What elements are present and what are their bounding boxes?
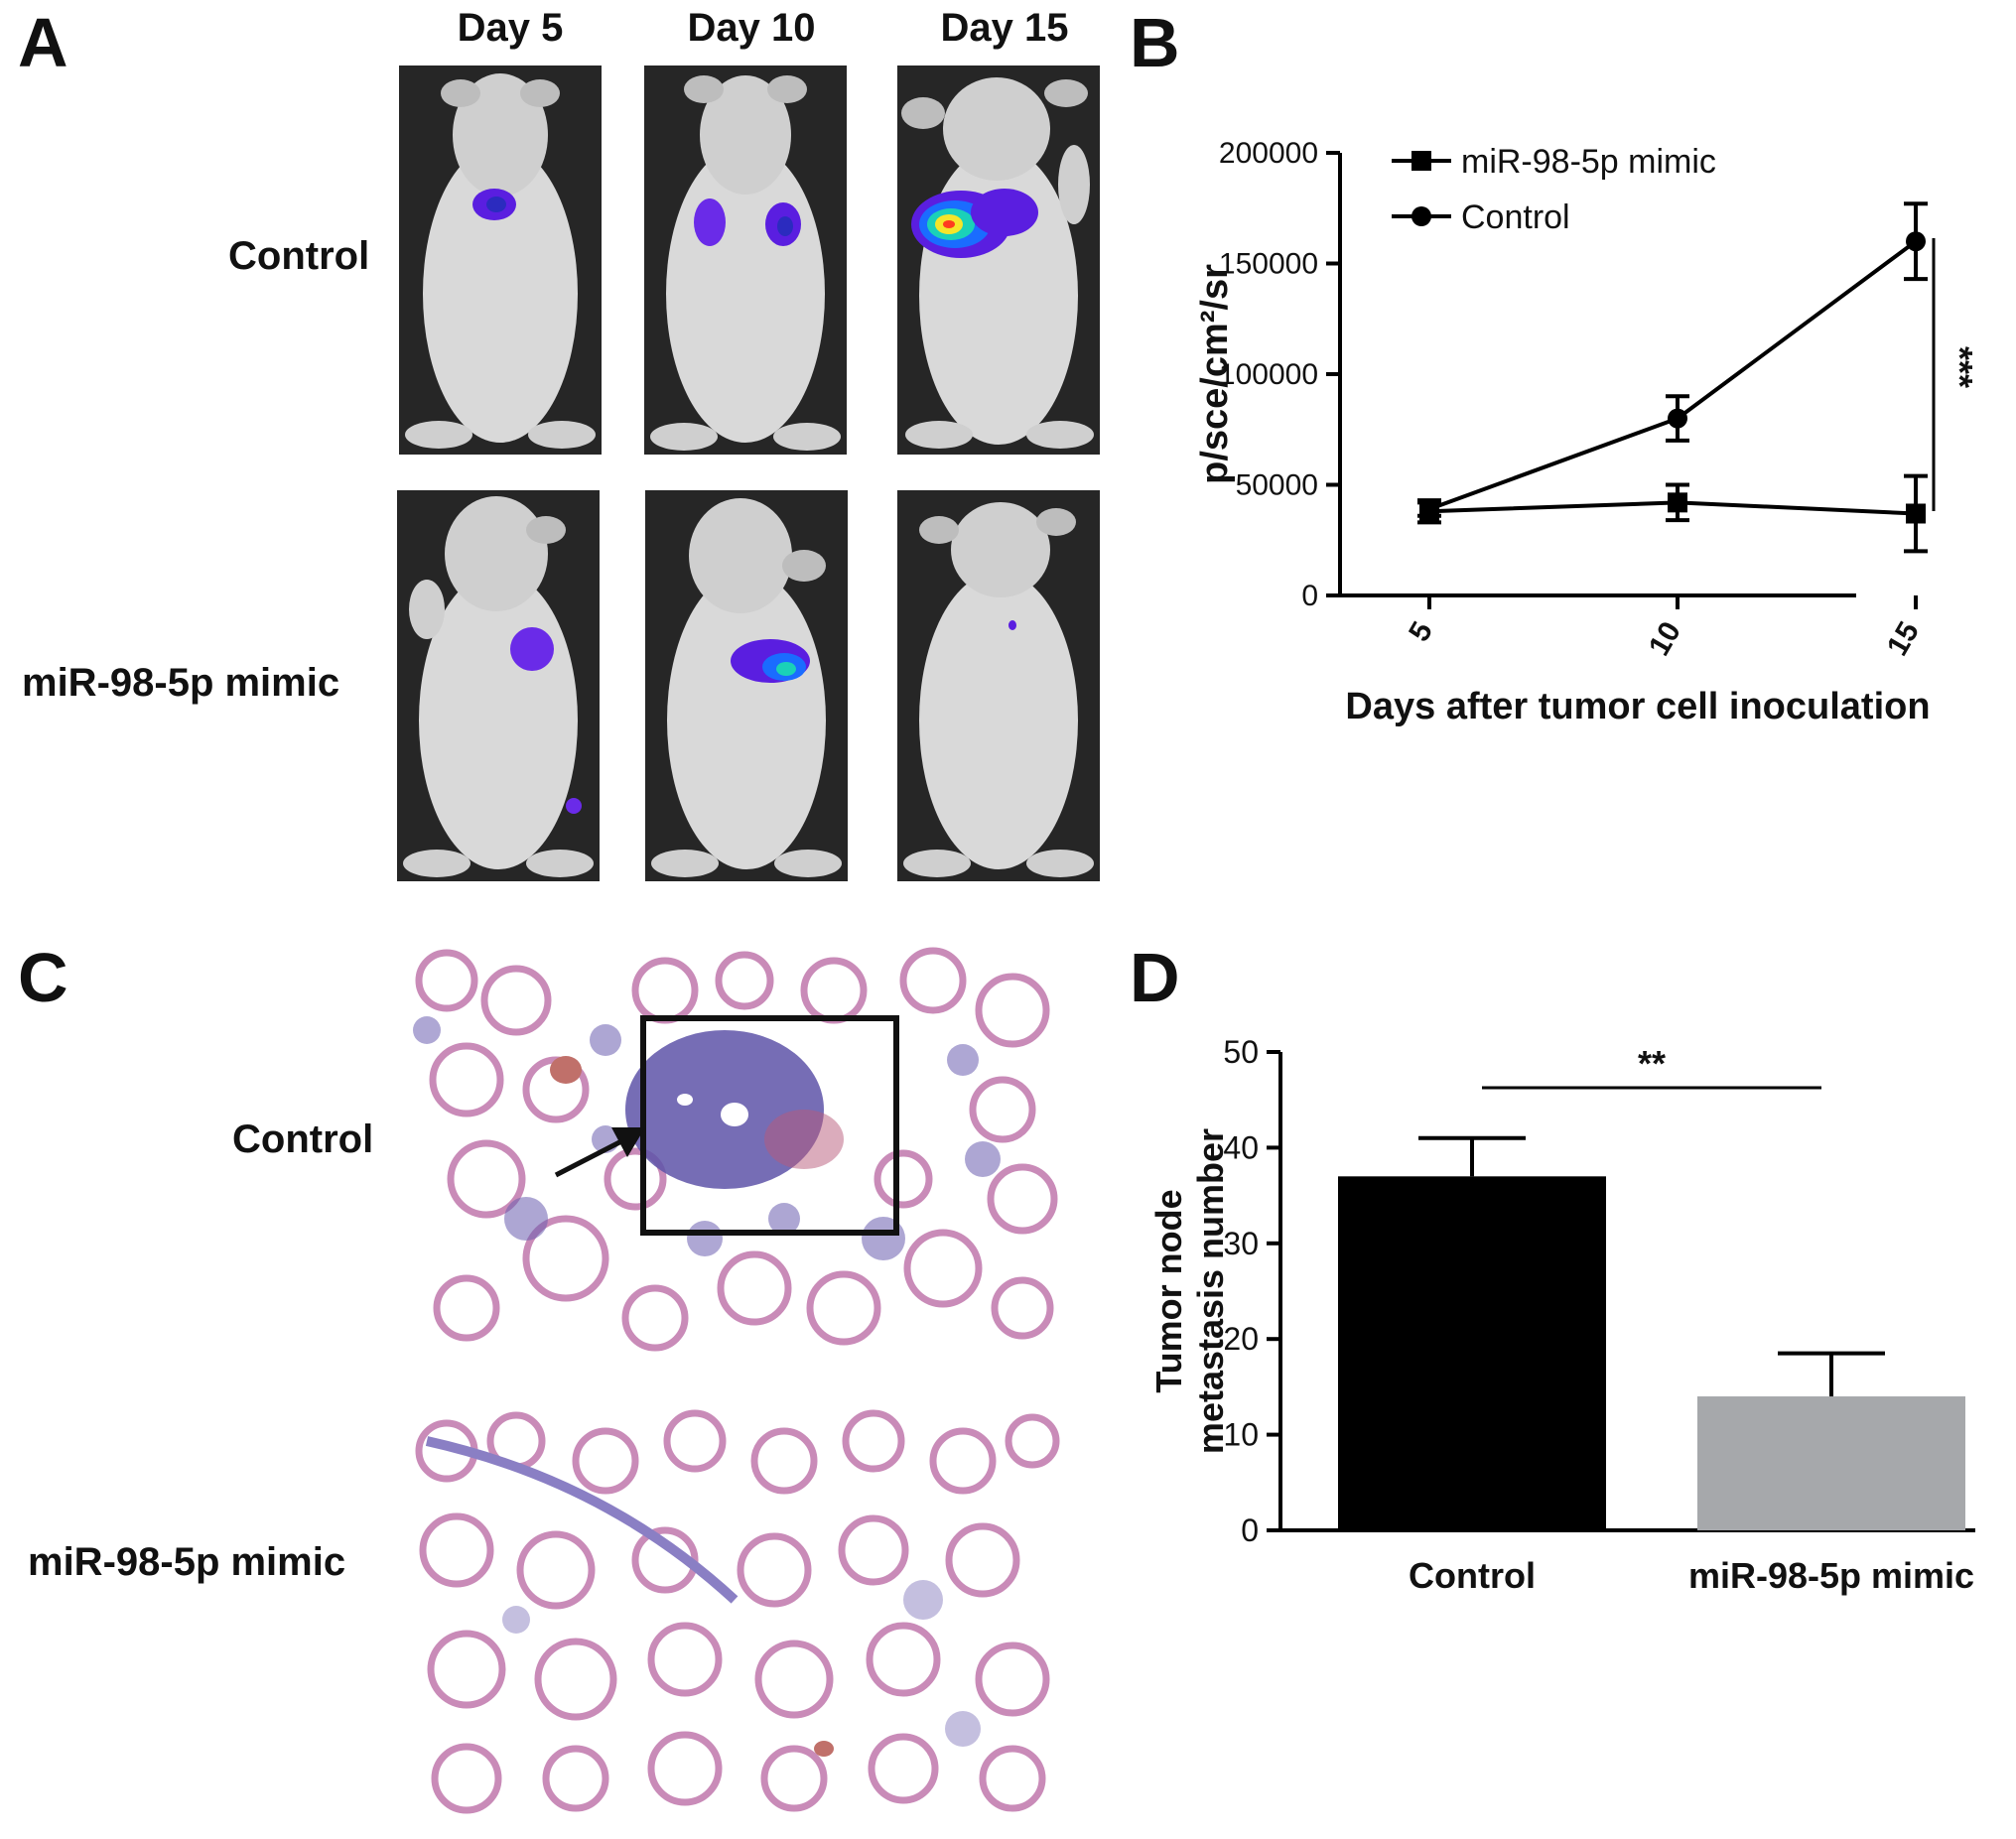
x-tick-label: 10 [1643, 616, 1687, 661]
data-point-square [1668, 492, 1687, 513]
y-axis-label: p/sce/cm²/sr [1194, 264, 1236, 484]
panel-c-letter: C [18, 939, 68, 1016]
row-label-mimic-a: miR-98-5p mimic [22, 661, 340, 705]
y-tick-label: 30 [1223, 1226, 1259, 1261]
panel-b-letter: B [1130, 4, 1180, 81]
x-tick-label: miR-98-5p mimic [1688, 1555, 1974, 1596]
legend-marker-square [1411, 151, 1431, 171]
bar-0 [1338, 1176, 1606, 1530]
y-tick-label: 50 [1223, 1034, 1259, 1070]
x-axis-label: Days after tumor cell inoculation [1345, 686, 1930, 727]
line-chart-bioluminescence: 0 50000 100000 150000 200000 5 10 15 Days after … [1194, 137, 1980, 727]
column-label-day-10: Day 10 [687, 6, 816, 50]
row-label-mimic-c: miR-98-5p mimic [28, 1540, 346, 1584]
y-tick-label: 150000 [1219, 248, 1318, 281]
data-point-circle [1419, 499, 1439, 520]
significance-label: ** [1638, 1043, 1666, 1084]
x-tick-label: 5 [1403, 616, 1439, 647]
row-label-control-c: Control [232, 1117, 374, 1161]
histology-image-mimic [407, 1401, 1072, 1822]
significance-label: *** [1940, 346, 1980, 388]
data-point-square [1906, 503, 1926, 524]
x-tick-label: Control [1409, 1555, 1536, 1596]
y-axis-label-line-2: metastasis number [1190, 1128, 1231, 1454]
legend-label: miR-98-5p mimic [1461, 143, 1716, 181]
legend-marker-circle [1411, 206, 1431, 226]
mouse-image-control-day10 [644, 66, 847, 455]
column-label-day-5: Day 5 [457, 6, 564, 50]
y-tick-label: 0 [1241, 1512, 1259, 1548]
y-tick-label: 200000 [1219, 137, 1318, 170]
y-tick-label: 10 [1223, 1417, 1259, 1453]
y-tick-label: 20 [1223, 1321, 1259, 1357]
y-tick-label: 100000 [1219, 358, 1318, 391]
mouse-image-mimic-day5 [397, 490, 600, 881]
series-line-1 [1428, 239, 1918, 511]
y-tick-label: 40 [1223, 1129, 1259, 1165]
column-label-day-15: Day 15 [940, 6, 1069, 50]
x-tick-label: 15 [1881, 616, 1926, 661]
bar-chart-metastasis: 0 10 20 30 40 50 Control miR-98-5p mimic ** Tumor… [1148, 1034, 1975, 1596]
y-tick-label: 50000 [1236, 469, 1318, 502]
data-point-circle [1906, 231, 1926, 252]
mouse-image-mimic-day15 [897, 490, 1100, 881]
mouse-image-control-day5 [399, 66, 602, 455]
y-axis-label-line-1: Tumor node [1148, 1189, 1189, 1392]
panel-a-letter: A [18, 4, 68, 81]
row-label-control-a: Control [228, 234, 370, 278]
mouse-image-mimic-day10 [645, 490, 848, 881]
data-point-circle [1668, 408, 1687, 429]
legend-label: Control [1461, 198, 1570, 236]
histology-image-control [407, 941, 1072, 1358]
y-tick-label: 0 [1301, 580, 1318, 612]
panel-d-letter: D [1130, 939, 1180, 1016]
bar-1 [1697, 1396, 1965, 1530]
mouse-image-control-day15 [897, 66, 1100, 455]
